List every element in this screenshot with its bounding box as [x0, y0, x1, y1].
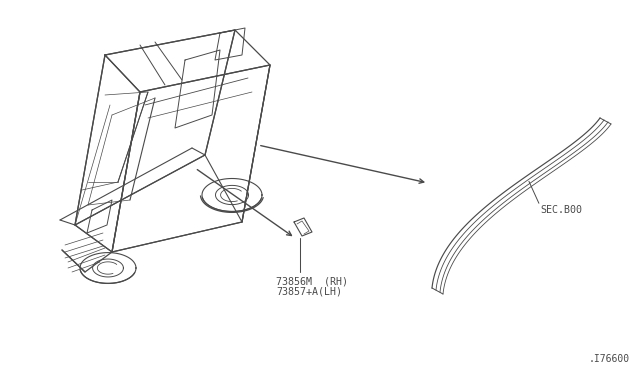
- Text: .I76600: .I76600: [589, 354, 630, 364]
- Text: 73857+A(LH): 73857+A(LH): [276, 287, 342, 297]
- Text: SEC.B00: SEC.B00: [540, 205, 582, 215]
- Text: 73856M  (RH): 73856M (RH): [276, 277, 348, 287]
